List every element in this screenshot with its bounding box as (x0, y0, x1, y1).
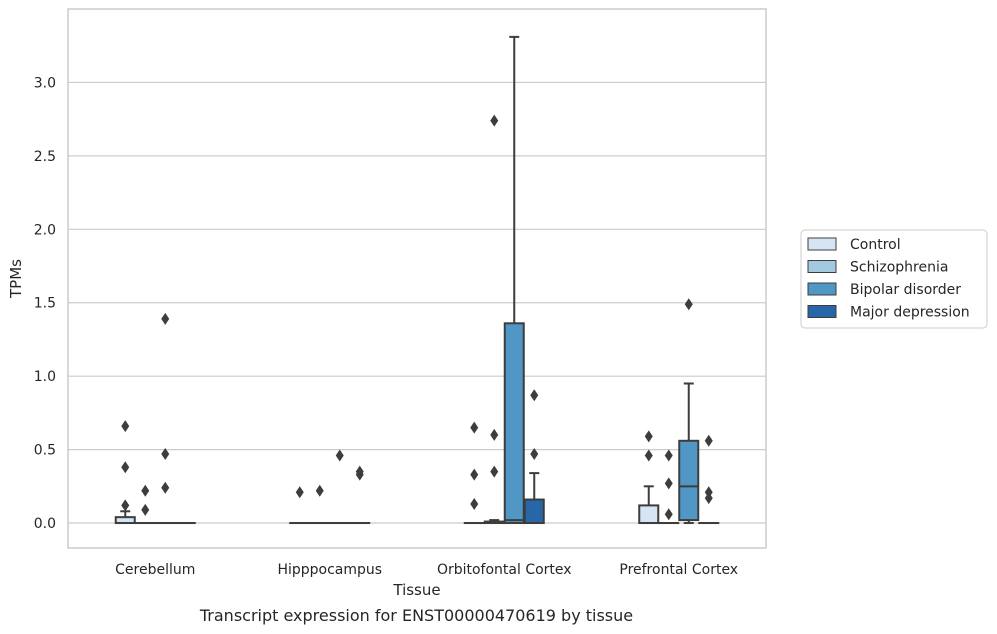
outlier-point (644, 449, 653, 462)
y-tick-label: 1.5 (34, 296, 56, 312)
outlier-point (470, 421, 479, 434)
outlier-point (121, 420, 130, 433)
outlier-point (141, 484, 150, 497)
outlier-point (704, 434, 713, 447)
box-2-3 (678, 439, 700, 522)
y-tick-label: 0.0 (34, 516, 56, 532)
plot-frame (67, 8, 767, 549)
outlier-point (664, 477, 673, 490)
x-tick-label: Cerebellum (115, 562, 195, 578)
box-0-3 (638, 504, 660, 525)
outlier-point (355, 465, 364, 478)
outlier-point (664, 508, 673, 521)
box-2-2 (503, 322, 525, 525)
outlier-point (530, 389, 539, 402)
outlier-point (161, 481, 170, 494)
y-tick-label: 2.5 (34, 149, 56, 165)
legend-box (800, 229, 988, 329)
outlier-point (295, 486, 304, 499)
legend-label: Schizophrenia (850, 260, 948, 276)
outlier-point (335, 449, 344, 462)
outlier-point (664, 449, 673, 462)
outlier-point (644, 430, 653, 443)
y-tick-label: 3.0 (34, 75, 56, 91)
outlier-point (121, 461, 130, 474)
outlier-point (704, 486, 713, 499)
outlier-point (490, 428, 499, 441)
chart-caption: Transcript expression for ENST0000047061… (199, 606, 634, 625)
x-tick-label: Orbitofontal Cortex (437, 562, 572, 578)
legend-swatch (807, 260, 837, 273)
legend-swatch (807, 237, 837, 251)
box-3-2 (523, 498, 545, 525)
legend-label: Bipolar disorder (850, 282, 961, 298)
outlier-point (161, 448, 170, 461)
outlier-point (470, 468, 479, 481)
outlier-point (161, 312, 170, 325)
outlier-point (684, 298, 693, 311)
y-tick-label: 0.5 (34, 443, 56, 459)
x-tick-label: Hipppocampus (277, 562, 382, 578)
legend-swatch (807, 305, 837, 318)
outlier-point (315, 484, 324, 497)
y-tick-label: 1.0 (34, 369, 56, 385)
outlier-point (141, 503, 150, 516)
outlier-point (121, 499, 130, 512)
y-tick-label: 2.0 (34, 222, 56, 238)
outlier-point (490, 114, 499, 127)
y-axis-label: TPMs (7, 259, 25, 299)
legend-label: Major depression (850, 305, 970, 321)
outlier-point (470, 497, 479, 510)
outlier-point (490, 465, 499, 478)
outlier-point (530, 448, 539, 461)
legend-swatch (807, 282, 837, 296)
x-tick-label: Prefrontal Cortex (619, 562, 738, 578)
legend-label: Control (850, 237, 901, 253)
x-axis-label: Tissue (392, 581, 440, 599)
